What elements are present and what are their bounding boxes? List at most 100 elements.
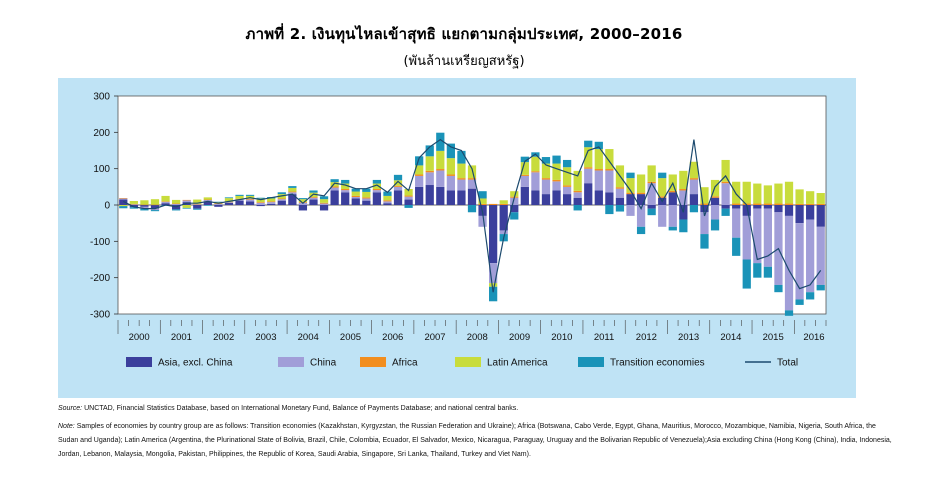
bar-latam (404, 189, 413, 196)
bar-latam (393, 180, 403, 186)
bar-china (541, 179, 551, 195)
bar-latam (161, 195, 170, 202)
bar-china (351, 197, 360, 199)
bar-china (658, 205, 667, 227)
bar-asia (129, 205, 138, 208)
x-tick-label: 2012 (636, 332, 657, 343)
bar-asia (140, 205, 149, 207)
bar-africa (171, 203, 181, 205)
bar-asia (721, 205, 730, 209)
bar-africa (552, 179, 561, 182)
bar-latam (605, 149, 614, 170)
bar-latam (119, 205, 128, 207)
bar-china (510, 197, 519, 205)
bar-asia (562, 194, 572, 205)
bar-transition (594, 141, 603, 150)
bar-latam (446, 158, 455, 175)
bar-transition (235, 194, 244, 196)
y-tick-label: 300 (93, 92, 110, 103)
bar-asia (489, 205, 498, 264)
bar-transition (436, 132, 445, 151)
bar-china (467, 179, 477, 189)
bar-china (140, 206, 149, 209)
bar-africa (710, 196, 720, 198)
x-tick-label: 2009 (509, 332, 530, 343)
bar-asia (541, 194, 551, 205)
bar-africa (806, 203, 815, 205)
bar-transition (351, 188, 360, 192)
y-tick-label: 200 (93, 128, 110, 139)
x-tick-label: 2006 (382, 332, 403, 343)
bar-china (489, 263, 498, 284)
bar-latam (732, 181, 741, 204)
bar-asia (277, 200, 286, 205)
bar-china (816, 226, 825, 285)
bar-transition (763, 266, 773, 278)
bar-asia (446, 190, 455, 205)
bar-china (415, 175, 424, 187)
bar-transition (562, 159, 572, 168)
bar-transition (636, 226, 646, 235)
total-line (123, 138, 822, 293)
bar-transition (584, 140, 593, 148)
bar-africa (700, 203, 709, 205)
bar-china (436, 170, 445, 187)
bar-asia (330, 190, 339, 205)
bar-africa (562, 185, 572, 187)
bar-latam (658, 178, 667, 197)
bar-africa (150, 204, 160, 206)
bar-africa (393, 185, 403, 187)
bar-latam (753, 183, 762, 204)
bar-china (478, 215, 487, 227)
chart-title: ภาพที่ 2. เงินทุนไหลเข้าสุทธิ แยกตามกลุ่… (245, 25, 683, 43)
bar-china (277, 199, 286, 201)
bar-china (393, 186, 403, 191)
bar-asia (615, 197, 625, 205)
bar-asia (362, 200, 371, 205)
bar-asia (150, 205, 160, 209)
chart-svg: -300 -200 -100 0 100 200 300 2000 2001 2002 2003 20… (90, 92, 827, 369)
bar-latam (636, 174, 646, 193)
x-tick-label: 2003 (255, 332, 276, 343)
bar-china (256, 202, 265, 205)
bar-china (710, 205, 720, 220)
legend-label-latam: Latin America (487, 358, 548, 369)
bar-latam (372, 183, 382, 190)
bar-transition (795, 299, 804, 305)
bar-latam (510, 191, 519, 197)
bar-china (594, 170, 603, 191)
bar-transition (277, 192, 286, 195)
bar-africa (193, 203, 202, 205)
bar-africa (203, 199, 212, 201)
note-label: Note: (58, 423, 75, 430)
bar-africa (436, 169, 445, 171)
bar-latam (763, 185, 773, 204)
bar-latam (193, 199, 202, 204)
bar-china (404, 196, 413, 200)
bar-transition (362, 188, 371, 192)
bar-transition (288, 186, 297, 188)
bar-asia (626, 194, 635, 205)
bar-latam (774, 183, 783, 204)
bar-latam (541, 163, 551, 179)
bar-transition (467, 205, 477, 213)
bar-transition (425, 145, 434, 157)
bar-china (732, 208, 741, 238)
bar-transition (732, 237, 741, 256)
bar-africa (129, 203, 138, 205)
bar-asia (636, 194, 646, 205)
bar-asia (119, 199, 128, 205)
bar-asia (753, 205, 762, 209)
bar-latam (520, 162, 529, 175)
bar-africa (182, 199, 191, 201)
bar-asia (404, 199, 413, 205)
bar-asia (235, 200, 244, 205)
bar-china (763, 208, 773, 267)
bar-africa (425, 170, 434, 173)
bar-latam (150, 199, 160, 205)
bar-china (309, 197, 318, 200)
legend-label-africa: Africa (392, 358, 418, 369)
bar-asia (774, 205, 783, 213)
bar-latam (552, 163, 561, 180)
bar-africa (499, 203, 508, 205)
